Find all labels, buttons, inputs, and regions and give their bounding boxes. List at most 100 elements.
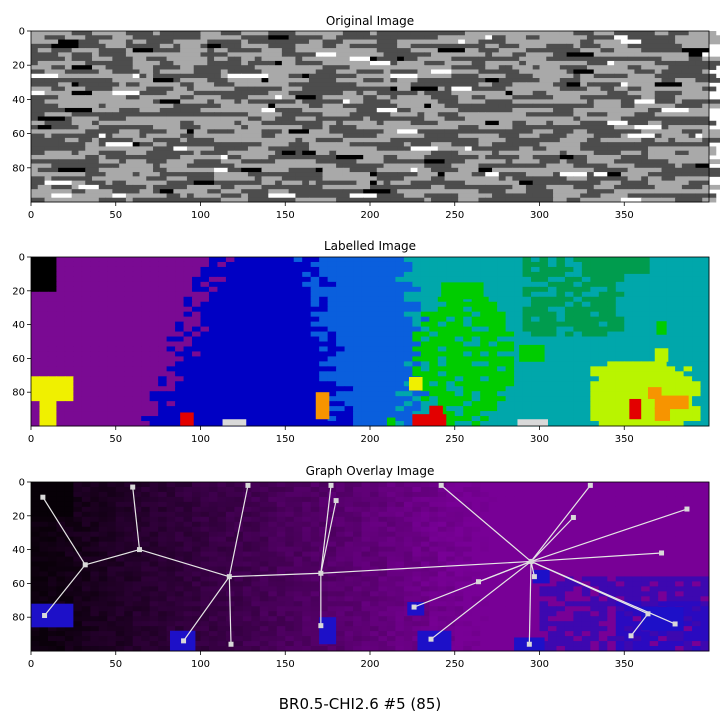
label-pixel	[285, 271, 295, 278]
overlay-pixel	[183, 516, 193, 523]
label-pixel	[658, 301, 668, 308]
label-pixel	[412, 331, 422, 338]
label-pixel	[285, 386, 295, 392]
label-pixel	[259, 306, 269, 313]
image-pixel	[288, 184, 317, 190]
image-pixel	[559, 172, 588, 177]
overlay-pixel	[166, 511, 176, 518]
label-pixel	[488, 316, 498, 323]
label-pixel	[327, 341, 337, 347]
label-pixel	[64, 386, 74, 392]
label-pixel	[378, 306, 388, 313]
label-pixel	[607, 366, 617, 372]
image-pixel	[647, 120, 663, 126]
image-pixel	[200, 52, 229, 58]
label-pixel	[107, 281, 117, 288]
image-pixel	[173, 103, 201, 109]
label-pixel	[607, 311, 617, 318]
label-pixel	[225, 406, 235, 412]
image-pixel	[186, 142, 215, 147]
label-pixel	[556, 326, 566, 333]
image-pixel	[241, 107, 263, 113]
label-pixel	[675, 336, 685, 342]
image-pixel	[390, 60, 398, 66]
image-pixel	[444, 129, 473, 135]
overlay-pixel	[64, 516, 74, 523]
label-pixel	[310, 351, 320, 357]
label-pixel	[471, 406, 481, 412]
image-pixel	[478, 65, 486, 70]
image-pixel	[105, 142, 134, 147]
label-pixel	[522, 276, 532, 283]
image-pixel	[553, 129, 574, 135]
image-pixel	[363, 142, 378, 147]
image-pixel	[390, 35, 398, 41]
label-pixel	[353, 406, 363, 412]
label-pixel	[344, 376, 354, 382]
image-pixel	[654, 73, 669, 79]
overlay-pixel	[531, 496, 540, 503]
label-pixel	[395, 391, 405, 397]
overlay-pixel	[107, 511, 117, 518]
overlay-pixel	[505, 482, 515, 488]
label-pixel	[386, 341, 396, 347]
label-pixel	[319, 421, 329, 427]
label-pixel	[344, 286, 354, 293]
label-pixel	[242, 371, 252, 377]
image-pixel	[119, 180, 127, 186]
label-pixel	[556, 406, 566, 412]
image-pixel	[51, 65, 66, 70]
label-pixel	[336, 271, 346, 278]
label-pixel	[666, 411, 676, 417]
image-pixel	[44, 112, 52, 117]
image-pixel	[580, 197, 602, 203]
label-pixel	[547, 356, 557, 362]
image-pixel	[410, 154, 418, 160]
image-pixel	[71, 120, 79, 126]
label-pixel	[132, 416, 142, 422]
overlay-pixel	[370, 501, 379, 508]
image-pixel	[661, 69, 683, 75]
label-pixel	[344, 271, 354, 278]
label-pixel	[641, 346, 651, 352]
label-pixel	[132, 391, 142, 397]
image-pixel	[139, 90, 147, 96]
image-pixel	[681, 56, 690, 62]
image-pixel	[702, 69, 710, 75]
label-pixel	[573, 296, 583, 303]
label-pixel	[208, 416, 218, 422]
label-pixel	[598, 376, 608, 382]
overlay-pixel	[285, 482, 295, 488]
label-pixel	[429, 286, 439, 293]
label-pixel	[73, 276, 83, 283]
image-pixel	[51, 176, 59, 182]
label-pixel	[276, 311, 286, 318]
overlay-pixel	[446, 511, 456, 518]
label-pixel	[505, 321, 515, 328]
label-pixel	[514, 311, 524, 318]
label-pixel	[47, 396, 57, 402]
image-pixel	[444, 172, 473, 177]
label-pixel	[505, 306, 515, 313]
image-pixel	[234, 86, 249, 92]
image-pixel	[261, 82, 290, 88]
label-pixel	[531, 381, 540, 387]
image-pixel	[397, 107, 412, 113]
label-pixel	[234, 411, 244, 417]
label-pixel	[480, 331, 490, 338]
label-pixel	[539, 276, 549, 283]
label-pixel	[327, 386, 337, 392]
image-pixel	[132, 180, 161, 186]
label-pixel	[412, 321, 422, 328]
label-pixel	[556, 411, 566, 417]
label-pixel	[581, 416, 591, 422]
label-pixel	[590, 276, 600, 283]
image-pixel	[681, 142, 710, 147]
image-pixel	[614, 125, 635, 130]
label-pixel	[166, 416, 176, 422]
label-pixel	[497, 286, 507, 293]
label-pixel	[607, 351, 617, 357]
label-pixel	[47, 376, 57, 382]
image-pixel	[546, 120, 554, 126]
image-pixel	[139, 193, 168, 199]
